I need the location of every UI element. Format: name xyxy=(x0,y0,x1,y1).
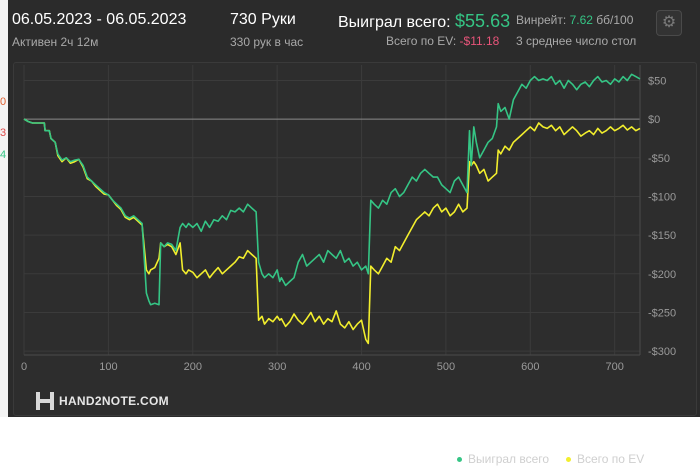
hand2note-logo: HAND2NOTE.COM xyxy=(36,392,169,410)
won-total: Выиграл всего: $55.63 xyxy=(338,11,510,32)
x-tick-label: 100 xyxy=(99,361,117,373)
legend-label-won: Выиграл всего xyxy=(468,452,550,466)
winrate: Винрейт: 7.62 бб/100 xyxy=(516,13,633,27)
x-tick-label: 300 xyxy=(268,361,286,373)
legend-dot-ev xyxy=(566,457,571,463)
left-edge-mark-1: 0 xyxy=(0,96,7,108)
series-line-won xyxy=(23,73,641,306)
y-tick-label: -$150 xyxy=(648,230,676,242)
ev-total-label: Всего по EV: xyxy=(386,34,457,48)
legend-item-ev[interactable]: Всего по EV xyxy=(566,452,644,466)
gear-icon[interactable]: ⚙ xyxy=(656,10,682,36)
winrate-value: 7.62 xyxy=(569,13,593,27)
chart-area: 0 100 200 300 400 500 600 700 $50 $0 -$50 -$100 -$15… xyxy=(13,62,697,466)
avg-tables: 3 среднее число стол xyxy=(516,34,637,48)
session-report-panel: 06.05.2023 - 06.05.2023 Активен 2ч 12м 7… xyxy=(8,0,700,466)
ev-total: Всего по EV: -$11.18 xyxy=(386,34,499,48)
y-tick-label: -$300 xyxy=(648,346,676,358)
y-tick-label: -$250 xyxy=(648,307,676,319)
series-line-ev xyxy=(23,118,641,345)
y-tick-label: -$100 xyxy=(648,191,676,203)
y-tick-label: -$50 xyxy=(648,153,670,165)
left-edge-mark-3: 4 xyxy=(0,149,7,161)
legend-label-ev: Всего по EV xyxy=(577,452,645,466)
hands-per-hour: 330 рук в час xyxy=(230,35,304,49)
won-total-value: $55.63 xyxy=(455,11,511,31)
legend-item-won[interactable]: Выиграл всего xyxy=(457,452,549,466)
x-tick-label: 200 xyxy=(184,361,202,373)
date-range: 06.05.2023 - 06.05.2023 xyxy=(12,11,187,28)
logo-text: HAND2NOTE.COM xyxy=(59,394,169,408)
active-time: Активен 2ч 12м xyxy=(12,35,99,49)
y-tick-label: $50 xyxy=(648,75,666,87)
hands-count: 730 Руки xyxy=(230,11,296,28)
x-tick-label: 400 xyxy=(352,361,370,373)
legend-dot-won xyxy=(457,457,462,463)
hand2note-logo-icon xyxy=(36,392,54,410)
x-tick-label: 600 xyxy=(521,361,539,373)
left-edge-mark-2: 3 xyxy=(0,127,7,139)
won-total-label: Выиграл всего: xyxy=(338,14,451,31)
y-tick-label: $0 xyxy=(648,114,660,126)
left-edge-strip: 0 3 4 xyxy=(0,0,8,417)
ev-total-value: -$11.18 xyxy=(459,34,500,48)
x-tick-label: 700 xyxy=(606,361,624,373)
profit-chart: 0 100 200 300 400 500 600 700 $50 $0 -$50 -$100 -$15… xyxy=(21,65,676,373)
x-tick-label: 500 xyxy=(437,361,455,373)
winrate-label: Винрейт: xyxy=(516,13,567,27)
y-tick-label: -$200 xyxy=(648,269,676,281)
winrate-unit: бб/100 xyxy=(596,13,634,27)
x-tick-label: 0 xyxy=(21,361,27,373)
